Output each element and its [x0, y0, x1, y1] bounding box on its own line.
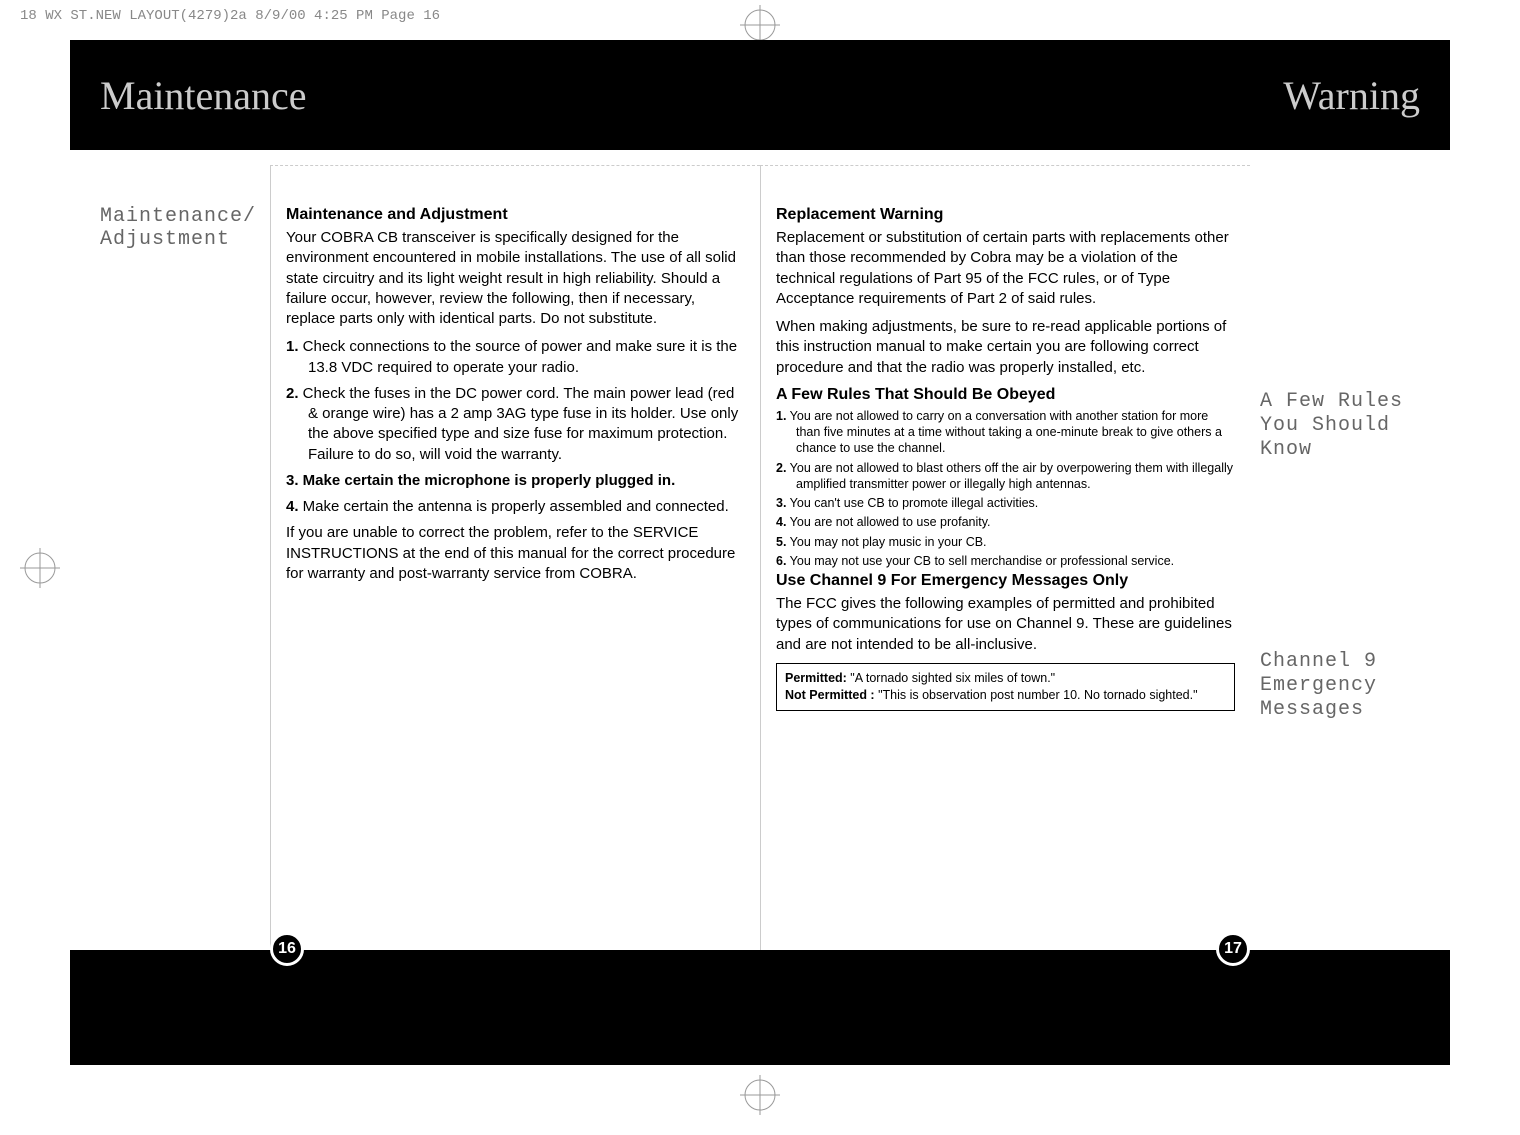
not-permitted-line: Not Permitted : "This is observation pos… [785, 687, 1226, 704]
permitted-line: Permitted: "A tornado sighted six miles … [785, 670, 1226, 687]
col2-heading1: Replacement Warning [776, 206, 1235, 224]
col2-heading3: Use Channel 9 For Emergency Messages Onl… [776, 572, 1235, 590]
right-label-rules: A Few Rules You Should Know [1260, 390, 1450, 462]
registration-mark-left [20, 548, 60, 588]
rule-item: 5. You may not play music in your CB. [776, 534, 1235, 550]
col2-p2: When making adjustments, be sure to re-r… [776, 317, 1235, 378]
permit-box: Permitted: "A tornado sighted six miles … [776, 663, 1235, 711]
list-item: 2. Check the fuses in the DC power cord.… [286, 384, 745, 465]
col1-outro: If you are unable to correct the problem… [286, 523, 745, 584]
col1-heading: Maintenance and Adjustment [286, 206, 745, 224]
footer-band: 16 17 [70, 950, 1450, 1005]
list-item: 4. Make certain the antenna is properly … [286, 497, 745, 517]
rule-item: 6. You may not use your CB to sell merch… [776, 553, 1235, 569]
print-job-header: 18 WX ST.NEW LAYOUT(4279)2a 8/9/00 4:25 … [20, 8, 440, 24]
sidebar-title-line2: Adjustment [100, 228, 260, 251]
header-left: Maintenance [100, 72, 307, 119]
rule-item: 2. You are not allowed to blast others o… [776, 460, 1235, 493]
sidebar-title-line1: Maintenance/ [100, 205, 260, 228]
rule-item: 3. You can't use CB to promote illegal a… [776, 495, 1235, 511]
list-item: 1. Check connections to the source of po… [286, 337, 745, 378]
page-number-right: 17 [1216, 932, 1250, 966]
col2-p3: The FCC gives the following examples of … [776, 594, 1235, 655]
registration-mark-bottom [740, 1075, 780, 1115]
col2-rules-list: 1. You are not allowed to carry on a con… [776, 408, 1235, 569]
registration-mark-top [740, 5, 780, 45]
col1-intro: Your COBRA CB transceiver is specificall… [286, 228, 745, 329]
left-sidebar: Maintenance/ Adjustment [70, 150, 270, 950]
page-frame: Maintenance Warning Maintenance/ Adjustm… [70, 40, 1450, 1065]
rule-item: 1. You are not allowed to carry on a con… [776, 408, 1235, 457]
header-right: Warning [1283, 72, 1420, 119]
col2-p1: Replacement or substitution of certain p… [776, 228, 1235, 309]
col1-list: 1. Check connections to the source of po… [286, 337, 745, 517]
rule-item: 4. You are not allowed to use profanity. [776, 514, 1235, 530]
right-sidebar: A Few Rules You Should Know Channel 9 Em… [1250, 150, 1450, 950]
header-band: Maintenance Warning [70, 40, 1450, 150]
column-2: Replacement Warning Replacement or subst… [760, 165, 1250, 950]
list-item: 3. Make certain the microphone is proper… [286, 471, 745, 491]
right-label-channel9: Channel 9 Emergency Messages [1260, 650, 1450, 722]
col2-heading2: A Few Rules That Should Be Obeyed [776, 386, 1235, 404]
page-number-left: 16 [270, 932, 304, 966]
column-1: Maintenance and Adjustment Your COBRA CB… [270, 165, 760, 950]
content-area: Maintenance/ Adjustment Maintenance and … [70, 150, 1450, 950]
